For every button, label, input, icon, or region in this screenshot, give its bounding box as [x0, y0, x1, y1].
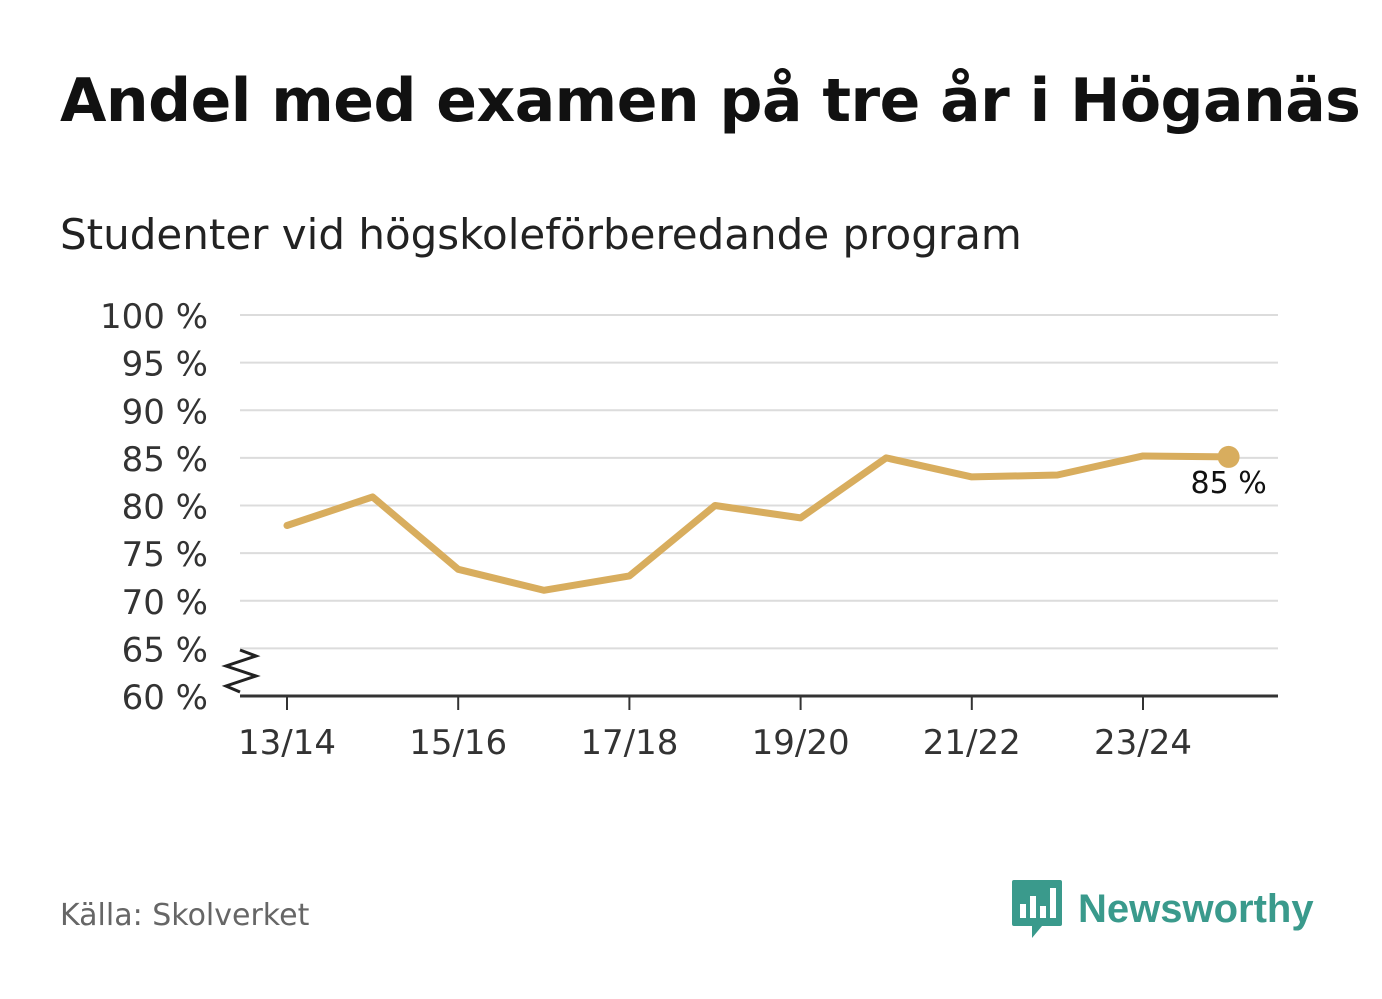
- x-axis: 13/14 15/16 17/18 19/20 21/22 23/24: [238, 694, 1278, 763]
- series-layer: 85 %: [283, 445, 1267, 594]
- y-tick-label: 75 %: [122, 535, 208, 575]
- y-tick-label: 100 %: [100, 297, 208, 337]
- chart-subtitle: Studenter vid högskoleförberedande progr…: [60, 210, 1022, 259]
- axis-break-mark: [221, 648, 261, 694]
- y-tick-label: 80 %: [122, 488, 208, 528]
- y-tick-label: 90 %: [122, 392, 208, 432]
- y-axis-labels: 60 % 65 % 70 % 75 % 80 % 85 % 90 % 95 % 100 %: [100, 297, 208, 718]
- x-tick-label: 13/14: [238, 723, 336, 763]
- y-tick-label: 65 %: [122, 630, 208, 670]
- y-tick-label: 70 %: [122, 583, 208, 623]
- x-tick-label: 17/18: [580, 723, 678, 763]
- axis-break-icon: [221, 648, 261, 694]
- last-value-label: 85 %: [1190, 466, 1266, 501]
- newsworthy-logo-icon: [1012, 880, 1062, 938]
- brand-name: Newsworthy: [1078, 886, 1314, 931]
- x-tick-label: 19/20: [752, 723, 850, 763]
- brand-logo: Newsworthy: [1010, 878, 1314, 940]
- y-tick-label: 85 %: [122, 440, 208, 480]
- source-note: Källa: Skolverket: [60, 898, 310, 933]
- y-tick-label: 60 %: [122, 678, 208, 718]
- x-tick-label: 15/16: [409, 723, 507, 763]
- y-tick-label: 95 %: [122, 345, 208, 385]
- series-line: [283, 452, 1233, 594]
- last-data-point: [1217, 445, 1240, 468]
- x-tick-label: 21/22: [923, 723, 1021, 763]
- chart-title: Andel med examen på tre år i Höganäs: [60, 66, 1361, 136]
- x-tick-label: 23/24: [1094, 723, 1192, 763]
- grid-lines: [240, 314, 1278, 650]
